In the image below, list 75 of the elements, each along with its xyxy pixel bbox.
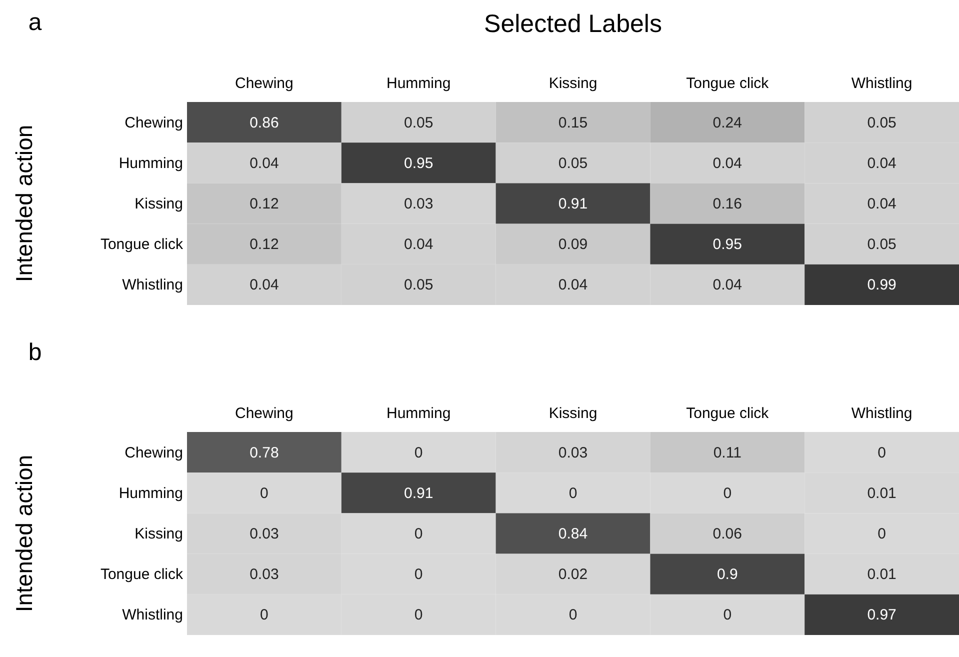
data-label: 0.03 xyxy=(404,196,434,212)
data-label: 0 xyxy=(568,484,578,502)
data-label: 0.05 xyxy=(867,114,896,132)
data-label: 0.86 xyxy=(250,114,279,132)
data-label: 0.04 xyxy=(867,154,896,172)
data-label: 0.04 xyxy=(712,276,742,294)
data-label: 0 xyxy=(723,606,732,624)
data-label: 0.11 xyxy=(713,444,742,462)
x-tick-label: Whistling xyxy=(851,75,912,92)
data-label: 0.99 xyxy=(867,276,896,294)
text: a xyxy=(28,9,42,36)
data-label: 0.91 xyxy=(404,484,434,502)
data-label: 0.95 xyxy=(404,154,434,172)
data-label: 0.03 xyxy=(250,526,279,542)
data-label: 0.03 xyxy=(250,566,279,584)
data-label: 0.15 xyxy=(558,114,588,132)
data-label: 0.12 xyxy=(250,236,279,254)
y-tick-label: Kissing xyxy=(134,196,183,212)
y-tick-label: Tongue click xyxy=(100,236,184,254)
data-label: 0.05 xyxy=(404,114,434,132)
y-tick-label: Humming xyxy=(118,154,183,172)
chart-title: Selected Labels xyxy=(484,10,662,38)
x-tick-label: Humming xyxy=(386,75,451,92)
data-label: 0.04 xyxy=(404,236,434,254)
data-label: 0 xyxy=(878,444,886,462)
data-label: 0.01 xyxy=(867,484,896,502)
y-tick-label: Whistling xyxy=(122,276,183,294)
data-label: 0.05 xyxy=(404,276,434,294)
y-tick-label: Chewing xyxy=(124,114,183,132)
data-label: 0 xyxy=(723,484,732,502)
x-tick-label: Tongue click xyxy=(686,405,770,422)
x-tick-label: Chewing xyxy=(235,75,294,92)
y-tick-label: Humming xyxy=(118,484,183,502)
text: b xyxy=(28,339,42,366)
data-label: 0 xyxy=(260,484,268,502)
y-tick-label: Chewing xyxy=(124,444,183,462)
data-label: 0.24 xyxy=(712,114,742,132)
x-tick-label: Humming xyxy=(386,405,451,422)
data-label: 0.84 xyxy=(558,526,588,542)
y-tick-label: Kissing xyxy=(134,526,183,542)
x-tick-label: Whistling xyxy=(851,405,912,422)
x-tick-label: Kissing xyxy=(548,405,598,422)
y-axis-title: Intended action xyxy=(11,124,37,282)
data-label: 0 xyxy=(568,606,578,624)
data-label: 0.04 xyxy=(867,196,896,212)
data-label: 0.95 xyxy=(712,236,742,254)
y-tick-label: Tongue click xyxy=(100,566,184,584)
data-label: 0 xyxy=(414,606,423,624)
x-tick-label: Kissing xyxy=(548,75,598,92)
data-label: 0.05 xyxy=(558,154,588,172)
data-label: 0.01 xyxy=(867,566,896,584)
x-tick-label: Chewing xyxy=(235,405,294,422)
y-tick-label: Whistling xyxy=(122,606,183,624)
data-label: 0.91 xyxy=(558,196,588,212)
data-label: 0 xyxy=(414,526,423,542)
data-label: 0 xyxy=(414,566,423,584)
data-label: 0.03 xyxy=(558,444,588,462)
data-label: 0.9 xyxy=(716,566,738,584)
data-label: 0.05 xyxy=(867,236,896,254)
data-label: 0.02 xyxy=(558,566,588,584)
data-label: 0.97 xyxy=(867,606,896,624)
x-tick-label: Tongue click xyxy=(686,75,770,92)
data-label: 0.12 xyxy=(250,196,279,212)
data-label: 0.06 xyxy=(712,526,742,542)
data-label: 0.16 xyxy=(712,196,742,212)
data-label: 0 xyxy=(260,606,268,624)
data-label: 0.04 xyxy=(250,276,279,294)
data-label: 0 xyxy=(878,526,886,542)
data-label: 0.04 xyxy=(712,154,742,172)
data-label: 0.04 xyxy=(558,276,588,294)
data-label: 0.09 xyxy=(558,236,588,254)
y-axis-title: Intended action xyxy=(11,454,37,612)
data-label: 0.04 xyxy=(250,154,279,172)
data-label: 0 xyxy=(414,444,423,462)
data-label: 0.78 xyxy=(250,444,279,462)
